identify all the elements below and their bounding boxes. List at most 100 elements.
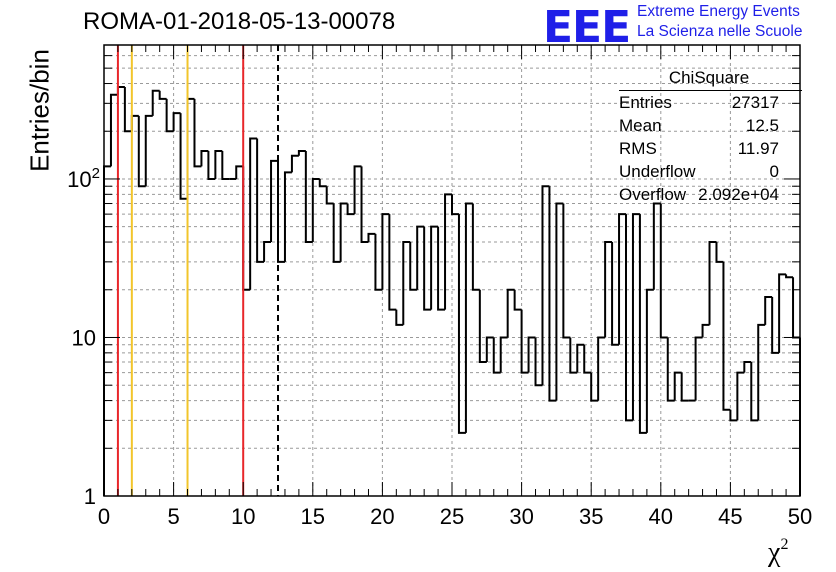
y-tick-label: 10 [72, 325, 96, 350]
histogram-bin [757, 323, 766, 421]
histogram-bin [555, 202, 564, 401]
stats-title: ChiSquare [668, 68, 750, 87]
histogram-bin [423, 226, 432, 311]
histogram-bin [200, 150, 209, 167]
histogram-bin [179, 113, 188, 200]
histogram-bin [541, 185, 550, 386]
histogram-bin [792, 277, 800, 339]
y-tick-label: 102 [67, 165, 100, 192]
histogram-bin [388, 214, 397, 311]
histogram-bin [304, 151, 313, 244]
histogram-bin [318, 178, 327, 188]
histogram-bin [137, 115, 146, 188]
histogram-bin [771, 297, 780, 354]
histogram-bin [109, 93, 118, 167]
histogram-bin [409, 242, 418, 291]
histogram-bin [256, 138, 265, 263]
histogram-bin [722, 261, 731, 411]
histogram-bin [583, 344, 592, 374]
histogram-bin [249, 137, 258, 290]
histogram-bin [103, 165, 111, 496]
histogram-bin [360, 166, 369, 244]
histogram-bin [311, 177, 320, 243]
stats-row-overflow: Overflow 2.092e+04 [619, 185, 779, 204]
histogram-bin [506, 288, 515, 338]
histogram-bin [631, 213, 640, 421]
histogram-bin [778, 273, 787, 353]
x-tick-label: 20 [370, 504, 394, 529]
histogram-bin [416, 225, 425, 290]
histogram-bin [283, 171, 292, 262]
histogram-bin [611, 242, 620, 346]
y-tick-label: 1 [84, 484, 96, 509]
histogram-bin [715, 242, 724, 263]
histogram-bin [750, 362, 759, 422]
histogram-bin [165, 98, 174, 133]
histogram-bin [597, 336, 606, 401]
histogram-bin [207, 151, 216, 180]
histogram-bin [242, 166, 251, 291]
histogram-bin [485, 336, 494, 363]
plot-title: ROMA-01-2018-05-13-00078 [83, 8, 396, 35]
x-tick-label: 40 [649, 504, 673, 529]
stats-row-mean: Mean 12.5 [619, 116, 779, 135]
histogram-bin [562, 203, 571, 339]
histogram-bin [638, 214, 647, 434]
histogram-bin [381, 213, 390, 290]
histogram-bin [520, 309, 529, 374]
histogram-bin [130, 114, 139, 132]
histogram-bin [277, 160, 285, 263]
histogram-bin [451, 194, 459, 216]
histogram-bin [172, 112, 181, 132]
histogram-bin [513, 289, 522, 311]
histogram-bin [666, 337, 675, 402]
histogram-bin [464, 202, 473, 433]
histogram-bin [694, 336, 703, 401]
x-tick-label: 30 [509, 504, 533, 529]
histogram-bin [645, 288, 654, 433]
x-tick-label: 45 [718, 504, 742, 529]
logo-line-1: Extreme Energy Events [637, 3, 800, 20]
histogram-bin [764, 296, 773, 325]
histogram-bin [367, 232, 376, 243]
x-tick-label: 35 [579, 504, 603, 529]
histogram-bin [116, 86, 125, 95]
histogram-bin [548, 186, 557, 402]
x-tick-label: 10 [231, 504, 255, 529]
histogram-bin [499, 336, 508, 373]
histogram-bin [221, 151, 230, 180]
histogram-bin [395, 309, 404, 326]
histogram-bin [332, 203, 341, 263]
histogram-bin [478, 289, 487, 364]
histogram-bin [353, 165, 362, 215]
histogram-bin [625, 214, 633, 422]
histogram-bin [346, 203, 355, 216]
histogram-bin [604, 241, 613, 338]
histogram-bin [444, 193, 452, 310]
histogram-bin [659, 203, 668, 339]
histogram-bin [471, 203, 480, 291]
x-tick-label: 5 [167, 504, 179, 529]
x-tick-label: 15 [301, 504, 325, 529]
x-tick-label: 50 [788, 504, 812, 529]
histogram-bin [186, 97, 195, 199]
x-axis-label: χ2 [768, 536, 789, 568]
stats-row-rms: RMS 11.97 [619, 139, 779, 158]
histogram-bin [534, 337, 543, 387]
histogram-bin [144, 114, 153, 187]
histogram-bin [590, 372, 599, 402]
histogram-bin [325, 186, 334, 205]
histogram-bin [701, 323, 710, 338]
eee-logo: EEE [543, 2, 631, 53]
histogram-bin [290, 154, 299, 173]
histogram-bin [708, 241, 717, 325]
histogram-bin [235, 165, 244, 179]
histogram-bin [402, 241, 411, 325]
histogram-bin [214, 150, 223, 179]
histogram-bin [339, 202, 348, 262]
histogram-bin [158, 90, 167, 100]
histogram-bin [263, 241, 272, 262]
histogram-bin [437, 226, 446, 311]
histogram-bin [527, 336, 536, 373]
